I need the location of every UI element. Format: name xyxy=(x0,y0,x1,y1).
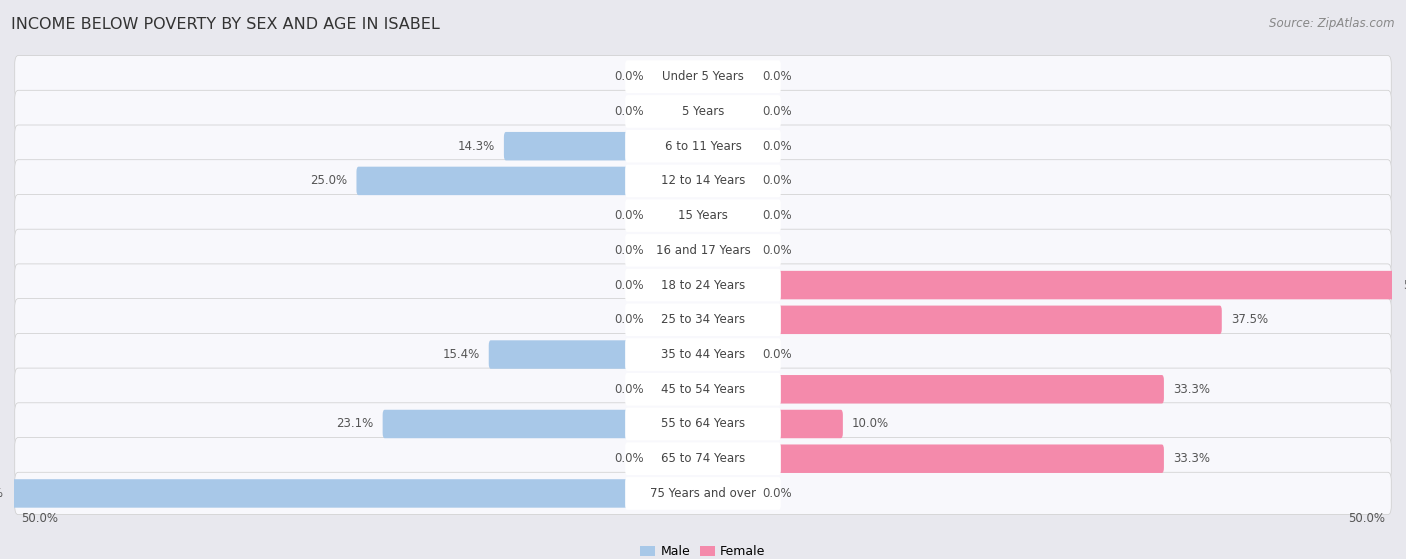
Text: 75 Years and over: 75 Years and over xyxy=(650,487,756,500)
Text: 0.0%: 0.0% xyxy=(762,105,792,118)
FancyBboxPatch shape xyxy=(14,368,1392,410)
FancyBboxPatch shape xyxy=(14,195,1392,237)
FancyBboxPatch shape xyxy=(626,477,780,510)
Text: 0.0%: 0.0% xyxy=(614,383,644,396)
FancyBboxPatch shape xyxy=(702,201,754,230)
FancyBboxPatch shape xyxy=(14,438,1392,480)
FancyBboxPatch shape xyxy=(626,373,780,406)
Text: 6 to 11 Years: 6 to 11 Years xyxy=(665,140,741,153)
FancyBboxPatch shape xyxy=(702,479,754,508)
Text: 65 to 74 Years: 65 to 74 Years xyxy=(661,452,745,465)
Text: INCOME BELOW POVERTY BY SEX AND AGE IN ISABEL: INCOME BELOW POVERTY BY SEX AND AGE IN I… xyxy=(11,17,440,32)
Text: 0.0%: 0.0% xyxy=(762,140,792,153)
FancyBboxPatch shape xyxy=(702,306,1222,334)
Text: 14.3%: 14.3% xyxy=(458,140,495,153)
Text: 18 to 24 Years: 18 to 24 Years xyxy=(661,278,745,292)
Text: 37.5%: 37.5% xyxy=(1230,313,1268,326)
FancyBboxPatch shape xyxy=(702,375,1164,404)
FancyBboxPatch shape xyxy=(14,333,1392,376)
FancyBboxPatch shape xyxy=(626,60,780,93)
FancyBboxPatch shape xyxy=(14,125,1392,167)
FancyBboxPatch shape xyxy=(626,164,780,197)
Text: 10.0%: 10.0% xyxy=(852,418,889,430)
FancyBboxPatch shape xyxy=(652,63,704,91)
FancyBboxPatch shape xyxy=(702,132,754,160)
Text: 15.4%: 15.4% xyxy=(443,348,479,361)
Text: 50.0%: 50.0% xyxy=(1403,278,1406,292)
FancyBboxPatch shape xyxy=(652,236,704,264)
FancyBboxPatch shape xyxy=(14,90,1392,132)
FancyBboxPatch shape xyxy=(13,479,704,508)
Text: 25.0%: 25.0% xyxy=(311,174,347,187)
FancyBboxPatch shape xyxy=(702,63,754,91)
Text: 25 to 34 Years: 25 to 34 Years xyxy=(661,313,745,326)
Text: 0.0%: 0.0% xyxy=(762,174,792,187)
Text: 50.0%: 50.0% xyxy=(1348,511,1385,524)
FancyBboxPatch shape xyxy=(702,97,754,126)
Text: 0.0%: 0.0% xyxy=(614,244,644,257)
FancyBboxPatch shape xyxy=(14,160,1392,202)
FancyBboxPatch shape xyxy=(626,408,780,440)
FancyBboxPatch shape xyxy=(14,472,1392,515)
FancyBboxPatch shape xyxy=(626,130,780,163)
FancyBboxPatch shape xyxy=(626,95,780,128)
FancyBboxPatch shape xyxy=(14,403,1392,445)
FancyBboxPatch shape xyxy=(626,200,780,232)
Text: 33.3%: 33.3% xyxy=(1173,452,1209,465)
Text: Under 5 Years: Under 5 Years xyxy=(662,70,744,83)
Text: 0.0%: 0.0% xyxy=(614,452,644,465)
FancyBboxPatch shape xyxy=(652,201,704,230)
Text: Source: ZipAtlas.com: Source: ZipAtlas.com xyxy=(1270,17,1395,30)
FancyBboxPatch shape xyxy=(702,271,1393,299)
Text: 50.0%: 50.0% xyxy=(0,487,3,500)
FancyBboxPatch shape xyxy=(14,229,1392,272)
Text: 50.0%: 50.0% xyxy=(21,511,58,524)
Text: 0.0%: 0.0% xyxy=(762,348,792,361)
Text: 15 Years: 15 Years xyxy=(678,209,728,222)
FancyBboxPatch shape xyxy=(626,442,780,475)
FancyBboxPatch shape xyxy=(489,340,704,369)
Text: 0.0%: 0.0% xyxy=(614,105,644,118)
Text: 45 to 54 Years: 45 to 54 Years xyxy=(661,383,745,396)
Text: 0.0%: 0.0% xyxy=(762,244,792,257)
FancyBboxPatch shape xyxy=(626,338,780,371)
Text: 0.0%: 0.0% xyxy=(762,209,792,222)
Text: 16 and 17 Years: 16 and 17 Years xyxy=(655,244,751,257)
FancyBboxPatch shape xyxy=(626,304,780,336)
FancyBboxPatch shape xyxy=(357,167,704,195)
FancyBboxPatch shape xyxy=(382,410,704,438)
FancyBboxPatch shape xyxy=(14,264,1392,306)
FancyBboxPatch shape xyxy=(702,340,754,369)
Text: 33.3%: 33.3% xyxy=(1173,383,1209,396)
Text: 35 to 44 Years: 35 to 44 Years xyxy=(661,348,745,361)
FancyBboxPatch shape xyxy=(503,132,704,160)
Text: 0.0%: 0.0% xyxy=(614,313,644,326)
Text: 23.1%: 23.1% xyxy=(336,418,374,430)
FancyBboxPatch shape xyxy=(652,444,704,473)
FancyBboxPatch shape xyxy=(702,410,842,438)
Text: 0.0%: 0.0% xyxy=(614,209,644,222)
Legend: Male, Female: Male, Female xyxy=(636,540,770,559)
Text: 0.0%: 0.0% xyxy=(762,487,792,500)
Text: 0.0%: 0.0% xyxy=(614,278,644,292)
Text: 55 to 64 Years: 55 to 64 Years xyxy=(661,418,745,430)
Text: 0.0%: 0.0% xyxy=(762,70,792,83)
FancyBboxPatch shape xyxy=(652,375,704,404)
FancyBboxPatch shape xyxy=(702,236,754,264)
FancyBboxPatch shape xyxy=(14,55,1392,98)
Text: 12 to 14 Years: 12 to 14 Years xyxy=(661,174,745,187)
FancyBboxPatch shape xyxy=(652,271,704,299)
Text: 0.0%: 0.0% xyxy=(614,70,644,83)
FancyBboxPatch shape xyxy=(14,299,1392,341)
FancyBboxPatch shape xyxy=(652,306,704,334)
Text: 5 Years: 5 Years xyxy=(682,105,724,118)
FancyBboxPatch shape xyxy=(702,444,1164,473)
FancyBboxPatch shape xyxy=(652,97,704,126)
FancyBboxPatch shape xyxy=(626,234,780,267)
FancyBboxPatch shape xyxy=(702,167,754,195)
FancyBboxPatch shape xyxy=(626,269,780,301)
